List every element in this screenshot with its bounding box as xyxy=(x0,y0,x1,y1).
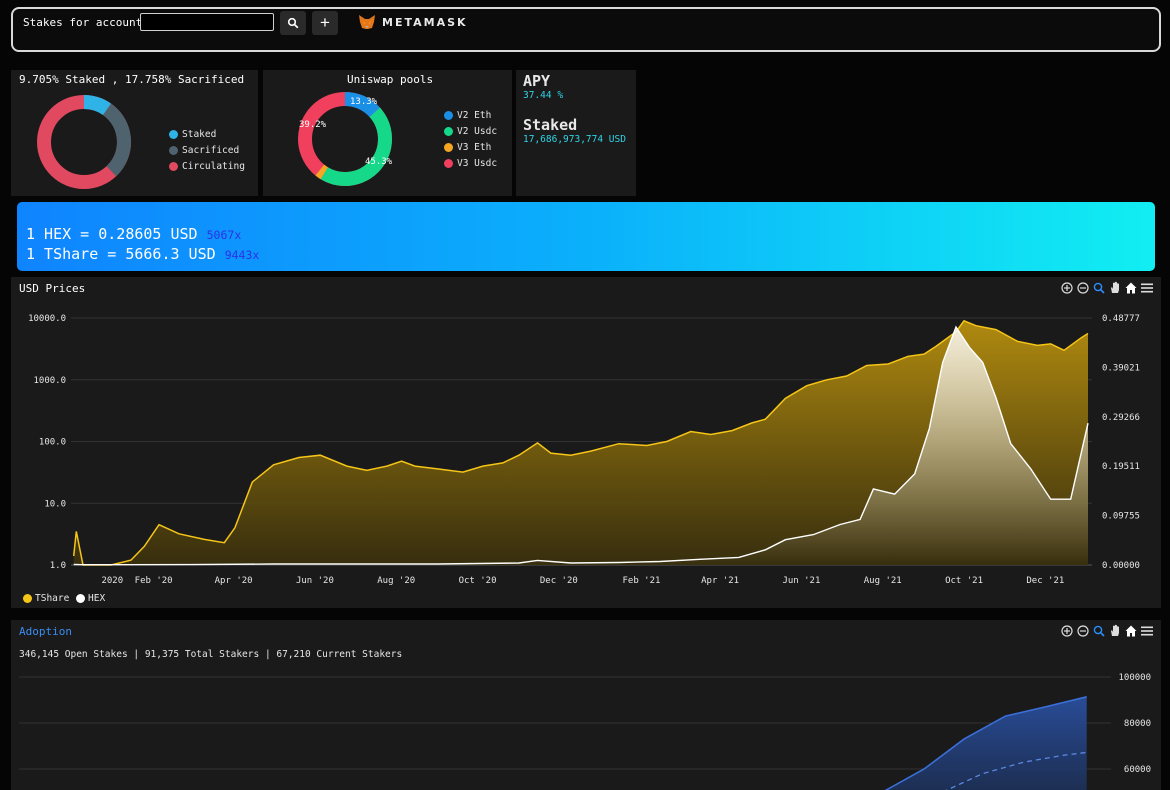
total-stakers-area xyxy=(886,696,1087,790)
x-tick: Apr '21 xyxy=(701,576,739,586)
supply-card: 9.705% Staked , 17.758% Sacrificed Stake… xyxy=(11,70,258,196)
adoption-panel: Adoption 346,145 Open Stakes | 91,375 To… xyxy=(11,620,1161,790)
pan-hand-icon[interactable] xyxy=(1108,624,1121,637)
add-account-button[interactable]: + xyxy=(312,11,338,35)
y-tick: 80000 xyxy=(1124,719,1151,729)
supply-card-title: 9.705% Staked , 17.758% Sacrificed xyxy=(19,73,245,86)
menu-icon[interactable] xyxy=(1140,624,1153,637)
apy-value: 37.44 % xyxy=(523,90,564,101)
sacrificed-slice xyxy=(37,95,131,189)
adoption-chart[interactable]: 100000 80000 60000 xyxy=(11,620,1161,790)
y-left-tick: 10000.0 xyxy=(28,314,66,324)
adoption-chart-toolbar xyxy=(1060,624,1153,637)
search-icon xyxy=(287,17,299,29)
adoption-title: Adoption xyxy=(19,625,72,638)
y-right-tick: 0.29266 xyxy=(1102,413,1140,423)
tshare-multiplier: 9443x xyxy=(224,248,260,262)
hex-price-line: 1 HEX = 0.28605 USD 5067x xyxy=(26,225,241,243)
hex-area xyxy=(73,327,1089,565)
usd-prices-title: USD Prices xyxy=(19,282,86,295)
x-tick: Jun '21 xyxy=(782,576,820,586)
pools-donut-chart xyxy=(298,92,392,186)
staked-value: 17,686,973,774 USD xyxy=(523,134,626,145)
pools-card-title: Uniswap pools xyxy=(347,73,434,86)
x-tick: Aug '21 xyxy=(864,576,902,586)
x-tick: Dec '20 xyxy=(540,576,578,586)
current-stakers-line xyxy=(945,751,1087,790)
legend-sacrificed[interactable]: Sacrificed xyxy=(169,145,239,156)
y-right-tick: 0.19511 xyxy=(1102,462,1140,472)
x-tick: Jun '20 xyxy=(296,576,334,586)
apy-title: APY xyxy=(523,72,551,90)
metamask-button[interactable]: METAMASK xyxy=(358,12,468,32)
usd-prices-panel: USD Prices 10000.0 1000.0 100.0 10.0 1.0 0.48… xyxy=(11,277,1161,608)
zoom-in-icon[interactable] xyxy=(1060,624,1073,637)
x-tick: Apr '20 xyxy=(215,576,253,586)
y-right-tick: 0.00000 xyxy=(1102,561,1140,571)
zoom-out-icon[interactable] xyxy=(1076,281,1089,294)
pan-hand-icon[interactable] xyxy=(1108,281,1121,294)
legend-v2-usdc[interactable]: V2 Usdc xyxy=(444,126,497,137)
uniswap-pools-card: Uniswap pools 13.3% 45.3% 39.2% V2 Eth V… xyxy=(263,70,512,196)
x-tick: Oct '21 xyxy=(945,576,983,586)
legend-hex[interactable]: HEX xyxy=(76,593,105,604)
tshare-area xyxy=(73,320,1089,565)
legend-v3-usdc[interactable]: V3 Usdc xyxy=(444,158,497,169)
y-tick: 100000 xyxy=(1118,673,1151,683)
zoom-in-icon[interactable] xyxy=(1060,281,1073,294)
metamask-label: METAMASK xyxy=(382,15,468,29)
adoption-stats: 346,145 Open Stakes | 91,375 Total Stake… xyxy=(19,649,403,660)
y-left-tick: 100.0 xyxy=(39,438,66,448)
tshare-price-line: 1 TShare = 5666.3 USD 9443x xyxy=(26,245,259,263)
x-tick: Aug '20 xyxy=(377,576,415,586)
account-input[interactable] xyxy=(140,13,274,31)
y-left-tick: 1.0 xyxy=(50,561,66,571)
legend-circulating[interactable]: Circulating xyxy=(169,161,245,172)
legend-v3-eth[interactable]: V3 Eth xyxy=(444,142,491,153)
staked-title: Staked xyxy=(523,116,578,134)
apy-card: APY 37.44 % Staked 17,686,973,774 USD xyxy=(516,70,636,196)
y-left-tick: 1000.0 xyxy=(33,376,66,386)
v2-eth-slice xyxy=(298,92,392,186)
y-right-tick: 0.39021 xyxy=(1102,363,1140,373)
staked-slice xyxy=(37,95,131,189)
hex-line xyxy=(73,325,1089,566)
hex-price: 1 HEX = 0.28605 USD xyxy=(26,225,198,243)
hex-multiplier: 5067x xyxy=(206,228,242,242)
y-right-tick: 0.48777 xyxy=(1102,314,1140,324)
tshare-price: 1 TShare = 5666.3 USD xyxy=(26,245,216,263)
x-tick: Oct '20 xyxy=(459,576,497,586)
x-tick: Feb '20 xyxy=(135,576,173,586)
x-tick: Dec '21 xyxy=(1026,576,1064,586)
search-button[interactable] xyxy=(280,11,306,35)
home-icon[interactable] xyxy=(1124,281,1137,294)
menu-icon[interactable] xyxy=(1140,281,1153,294)
magnifier-icon[interactable] xyxy=(1092,624,1105,637)
account-header: Stakes for account: + METAMASK xyxy=(11,7,1161,52)
price-banner: 1 HEX = 0.28605 USD 5067x 1 TShare = 566… xyxy=(17,202,1155,271)
total-stakers-line xyxy=(884,696,1087,790)
y-right-tick: 0.09755 xyxy=(1102,512,1140,522)
legend-staked[interactable]: Staked xyxy=(169,129,216,140)
slice-label-v2-eth: 13.3% xyxy=(350,97,378,107)
zoom-out-icon[interactable] xyxy=(1076,624,1089,637)
legend-v2-eth[interactable]: V2 Eth xyxy=(444,110,491,121)
slice-label-v3-usdc: 39.2% xyxy=(299,120,327,130)
y-tick: 60000 xyxy=(1124,765,1151,775)
supply-donut-chart xyxy=(37,95,131,189)
v2-usdc-slice xyxy=(298,92,392,186)
slice-label-v2-usdc: 45.3% xyxy=(365,157,393,167)
legend-tshare[interactable]: TShare xyxy=(23,593,69,604)
account-label: Stakes for account: xyxy=(23,16,149,29)
metamask-fox-icon xyxy=(359,15,375,29)
x-tick: 2020 xyxy=(101,576,123,586)
magnifier-icon[interactable] xyxy=(1092,281,1105,294)
price-chart-toolbar xyxy=(1060,281,1153,294)
x-tick: Feb '21 xyxy=(623,576,661,586)
usd-price-chart[interactable]: 10000.0 1000.0 100.0 10.0 1.0 0.48777 0.39021 0… xyxy=(11,277,1161,595)
y-left-tick: 10.0 xyxy=(44,499,66,509)
home-icon[interactable] xyxy=(1124,624,1137,637)
